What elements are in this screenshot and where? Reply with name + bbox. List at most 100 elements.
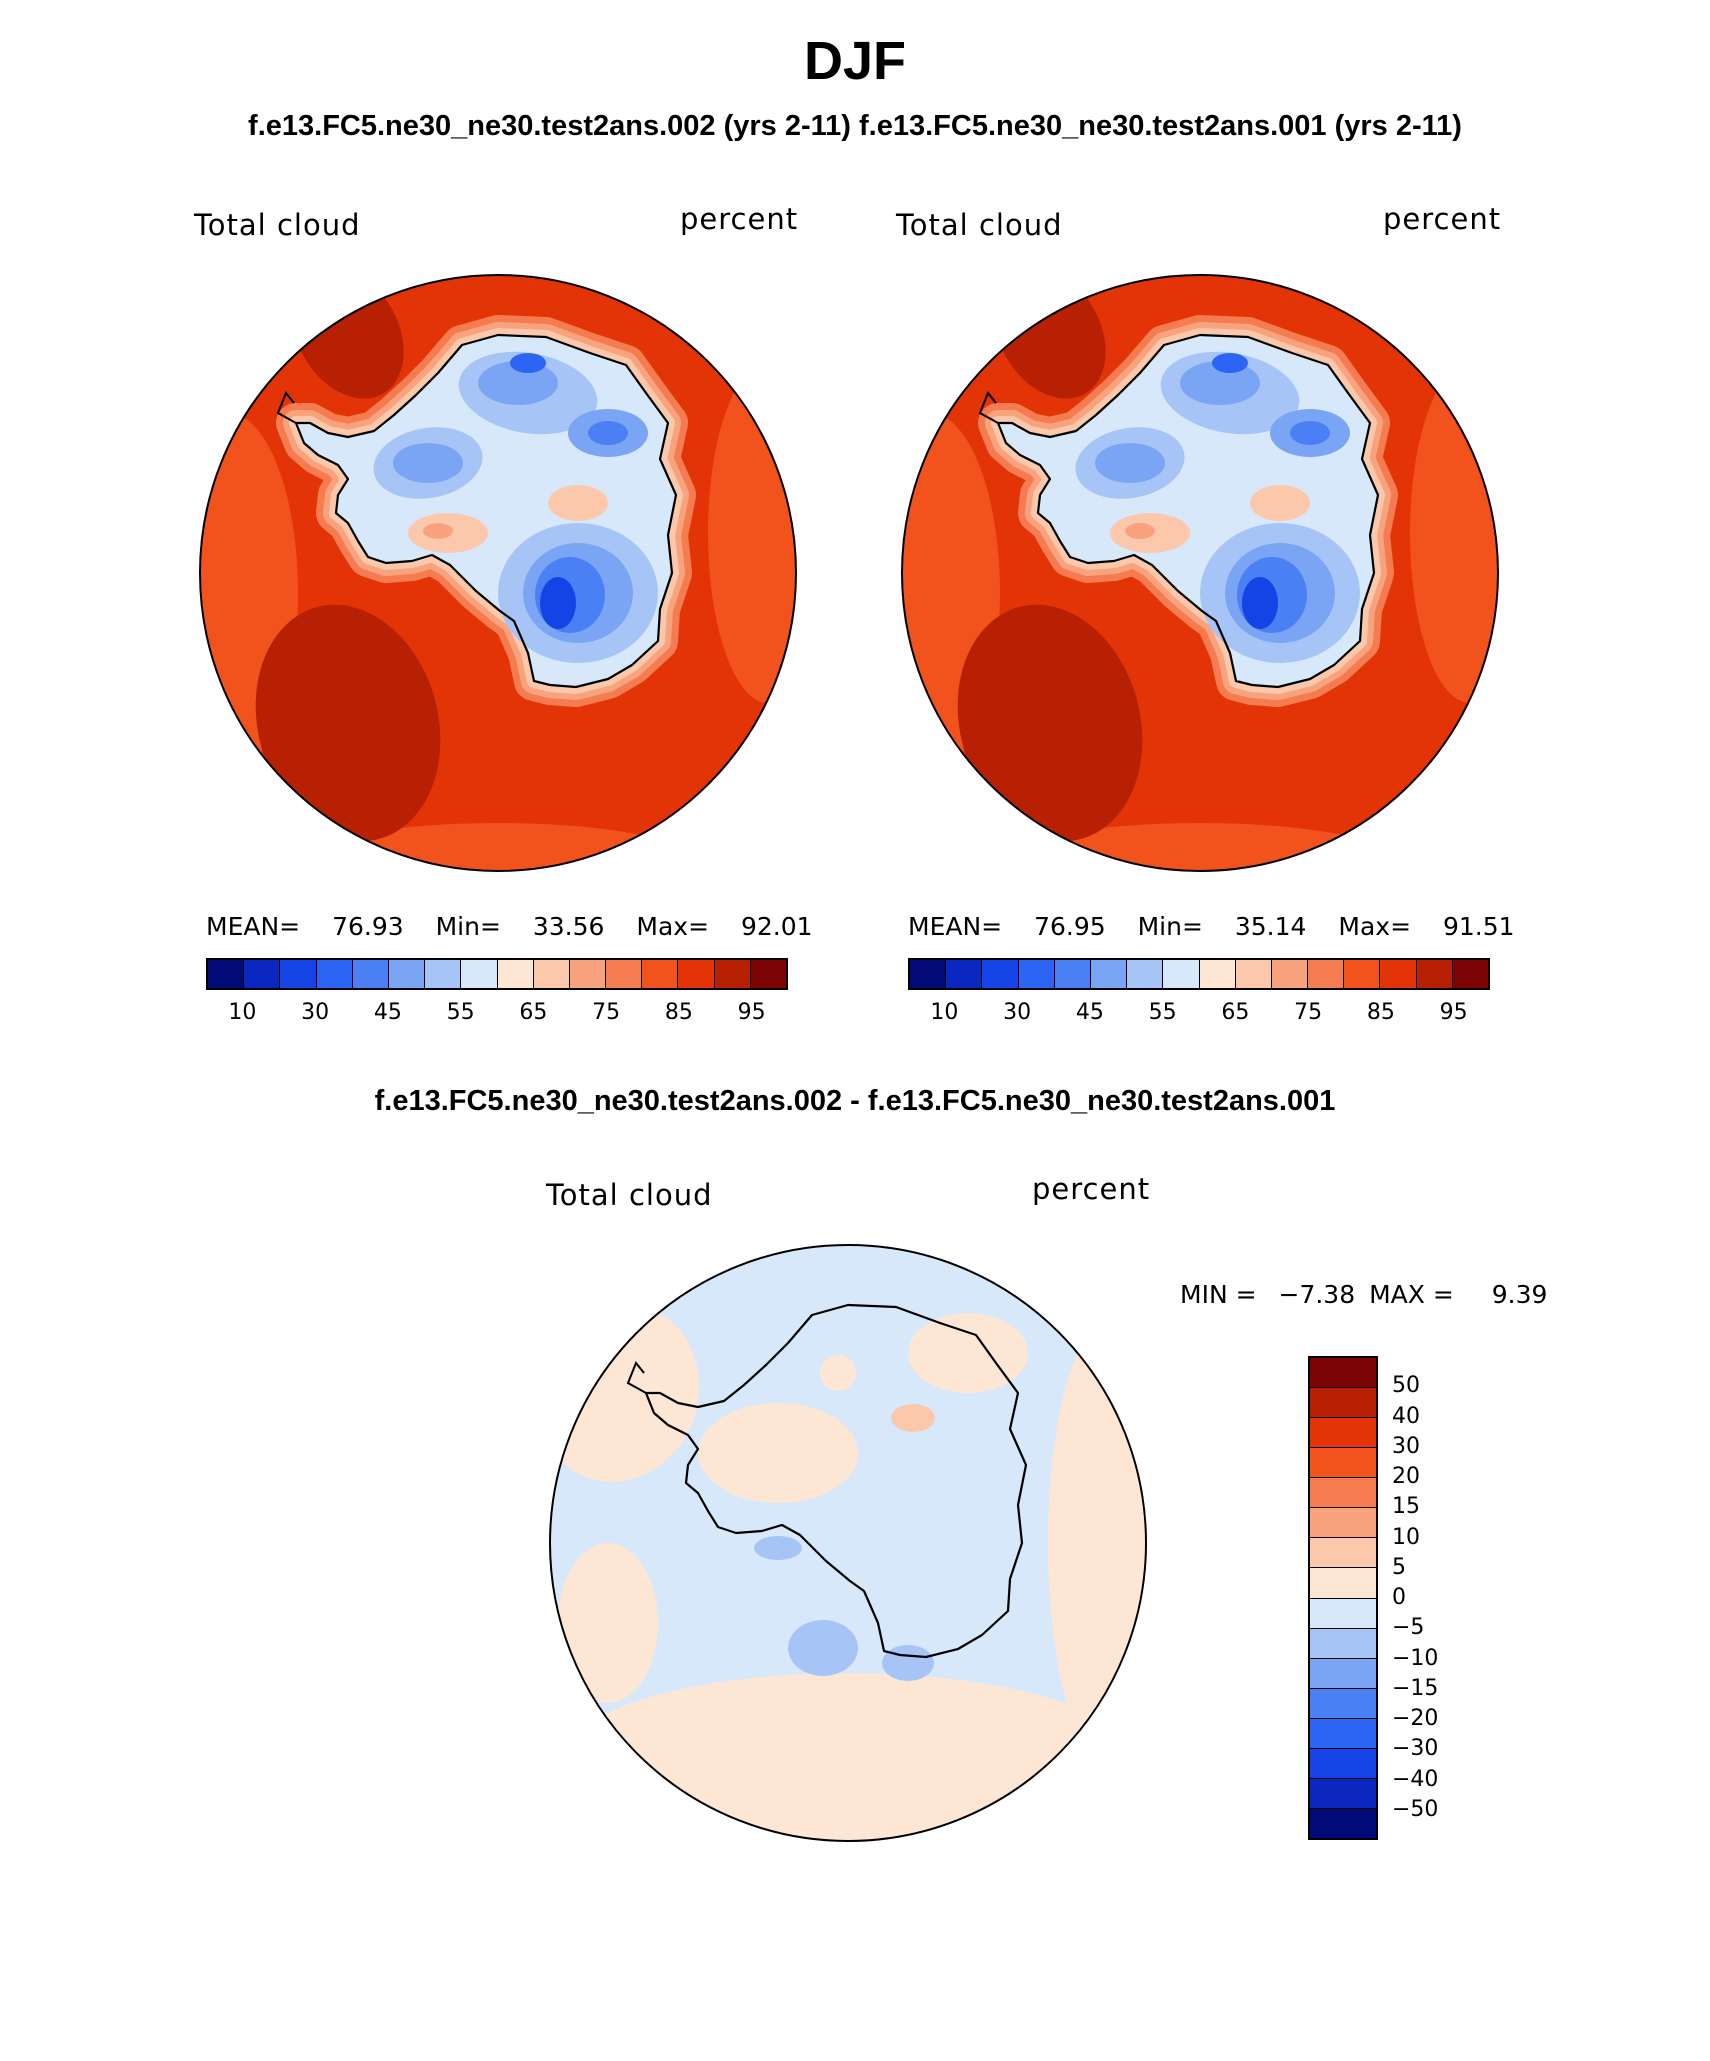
- colorbar-swatch: [714, 960, 751, 988]
- colorbar-swatch: [1271, 960, 1309, 988]
- colorbar-swatch: [1310, 1658, 1376, 1689]
- colorbar-swatch: [1310, 1778, 1376, 1809]
- panel2-variable-label: Total cloud: [896, 208, 1063, 242]
- panel2-mean-label: MEAN=: [908, 912, 1003, 941]
- colorbar-tick-label: 55: [446, 1000, 475, 1025]
- colorbar-tick-label: 75: [592, 1000, 621, 1025]
- panel1-colorbar: [206, 958, 788, 990]
- panel1-colorbar-ticks: 10 30 45 55 65 75 85 95: [206, 1000, 788, 1030]
- colorbar-swatch: [1310, 1418, 1376, 1449]
- colorbar-tick-label: 50: [1392, 1373, 1420, 1399]
- colorbar-tick-label: 75: [1294, 1000, 1323, 1025]
- panel2-stats: MEAN= 76.95 Min= 35.14 Max= 91.51: [908, 912, 1515, 941]
- colorbar-tick-label: 0: [1392, 1585, 1406, 1610]
- colorbar-tick-label: 30: [1003, 1000, 1032, 1025]
- diff-min-label: MIN =: [1180, 1280, 1257, 1309]
- colorbar-swatch: [1310, 1598, 1376, 1629]
- panel2-colorbar-ticks: 10 30 45 55 65 75 85 95: [908, 1000, 1490, 1030]
- panel1-polar-map: [199, 274, 797, 872]
- colorbar-swatch: [533, 960, 570, 988]
- colorbar-tick-label: 20: [1392, 1464, 1420, 1489]
- colorbar-tick-label: 85: [1366, 1000, 1395, 1025]
- colorbar-swatch: [1310, 1448, 1376, 1479]
- panel1-mean-label: MEAN=: [206, 912, 301, 941]
- diff-max-value: 9.39: [1491, 1280, 1548, 1309]
- colorbar-swatch: [1452, 960, 1488, 988]
- figure-title: DJF: [803, 31, 906, 91]
- colorbar-swatch: [750, 960, 786, 988]
- panel1-variable-label: Total cloud: [194, 208, 361, 242]
- colorbar-swatch: [461, 960, 498, 988]
- colorbar-tick-label: −50: [1392, 1796, 1439, 1822]
- panel2-max-label: Max=: [1338, 912, 1412, 941]
- colorbar-swatch: [244, 960, 281, 988]
- panel1-stats: MEAN= 76.93 Min= 33.56 Max= 92.01: [206, 912, 813, 941]
- colorbar-swatch: [569, 960, 607, 988]
- colorbar-tick-label: −15: [1392, 1675, 1439, 1701]
- colorbar-swatch: [1310, 1388, 1376, 1419]
- colorbar-tick-label: 65: [1221, 1000, 1250, 1025]
- colorbar-swatch: [1310, 1358, 1376, 1389]
- panel1-mean-value: 76.93: [332, 912, 404, 941]
- colorbar-swatch: [1310, 1508, 1376, 1539]
- colorbar-tick-label: 65: [519, 1000, 548, 1025]
- colorbar-tick-label: −5: [1392, 1615, 1425, 1641]
- models-subtitle: f.e13.FC5.ne30_ne30.test2ans.002 (yrs 2-…: [248, 110, 1462, 142]
- colorbar-tick-label: −10: [1392, 1645, 1439, 1671]
- colorbar-swatch: [1344, 960, 1381, 988]
- colorbar-tick-label: 30: [1392, 1433, 1420, 1459]
- colorbar-tick-label: 55: [1148, 1000, 1177, 1025]
- panel2-polar-map: [901, 274, 1499, 872]
- colorbar-tick-label: 15: [1392, 1494, 1420, 1520]
- colorbar-swatch: [352, 960, 389, 988]
- colorbar-swatch: [910, 960, 947, 988]
- panel1-max-value: 92.01: [741, 912, 813, 941]
- colorbar-swatch: [1310, 1538, 1376, 1569]
- colorbar-swatch: [1090, 960, 1128, 988]
- colorbar-tick-label: 45: [373, 1000, 402, 1025]
- colorbar-swatch: [1127, 960, 1164, 988]
- colorbar-swatch: [1310, 1478, 1376, 1509]
- colorbar-swatch: [497, 960, 534, 988]
- panel2-units-label: percent: [1383, 202, 1502, 236]
- colorbar-swatch: [316, 960, 353, 988]
- colorbar-swatch: [1310, 1628, 1376, 1659]
- colorbar-swatch: [425, 960, 462, 988]
- diff-stats: MIN = −7.38 MAX = 9.39: [1180, 1280, 1547, 1309]
- colorbar-swatch: [606, 960, 643, 988]
- colorbar-swatch: [642, 960, 679, 988]
- colorbar-swatch: [1310, 1568, 1376, 1599]
- diff-colorbar-ticks: 50 40 30 20 15 10 5 0 −5 −10 −15 −20 −30 −40 −50: [1392, 1356, 1452, 1840]
- diff-min-value: −7.38: [1278, 1280, 1356, 1309]
- panel1-min-label: Min=: [435, 912, 501, 941]
- colorbar-tick-label: 95: [1439, 1000, 1468, 1025]
- colorbar-tick-label: 10: [1392, 1524, 1420, 1550]
- panel2-min-value: 35.14: [1234, 912, 1307, 941]
- colorbar-tick-label: −20: [1392, 1706, 1439, 1731]
- colorbar-tick-label: 30: [301, 1000, 330, 1025]
- colorbar-swatch: [1018, 960, 1055, 988]
- colorbar-swatch: [982, 960, 1019, 988]
- diff-units-label: percent: [1032, 1172, 1151, 1206]
- colorbar-swatch: [388, 960, 426, 988]
- panel2-mean-value: 76.95: [1034, 912, 1106, 941]
- colorbar-swatch: [1199, 960, 1236, 988]
- colorbar-tick-label: 40: [1392, 1403, 1420, 1429]
- colorbar-swatch: [208, 960, 245, 988]
- colorbar-tick-label: 10: [228, 1000, 257, 1025]
- diff-colorbar: [1308, 1356, 1378, 1840]
- colorbar-swatch: [1310, 1748, 1376, 1779]
- colorbar-swatch: [1416, 960, 1453, 988]
- diff-polar-map: [549, 1244, 1147, 1842]
- diff-max-label: MAX =: [1369, 1280, 1454, 1309]
- colorbar-tick-label: −30: [1392, 1736, 1439, 1762]
- panel1-min-value: 33.56: [532, 912, 605, 941]
- colorbar-swatch: [1380, 960, 1417, 988]
- colorbar-swatch: [946, 960, 983, 988]
- difference-subtitle: f.e13.FC5.ne30_ne30.test2ans.002 - f.e13…: [374, 1085, 1336, 1117]
- colorbar-swatch: [678, 960, 715, 988]
- colorbar-tick-label: −40: [1392, 1766, 1439, 1792]
- panel2-colorbar: [908, 958, 1490, 990]
- colorbar-swatch: [280, 960, 317, 988]
- colorbar-tick-label: 85: [664, 1000, 693, 1025]
